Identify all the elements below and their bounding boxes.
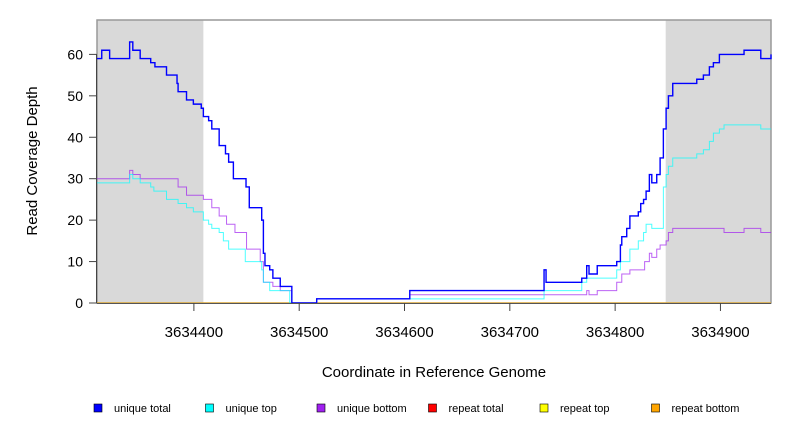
shaded-region: [665, 20, 771, 303]
legend-label: unique top: [226, 403, 277, 415]
legend-label: repeat total: [449, 403, 504, 415]
legend-label: repeat bottom: [672, 403, 740, 415]
series-unique-top: [97, 124, 771, 304]
y-tick-label: 0: [75, 295, 83, 311]
y-tick-label: 30: [67, 171, 83, 187]
y-axis-label: Read Coverage Depth: [24, 86, 41, 235]
x-tick-label: 3634900: [691, 324, 749, 341]
x-tick-label: 3634500: [270, 324, 328, 341]
legend-swatch: [316, 403, 326, 413]
legend-swatch: [651, 403, 660, 413]
legend-swatch: [93, 403, 103, 413]
y-tick-label: 50: [67, 88, 83, 104]
shaded-region: [97, 20, 204, 303]
x-tick-label: 3634700: [481, 324, 539, 341]
legend-label: unique bottom: [337, 403, 407, 415]
y-tick-label: 20: [67, 212, 83, 228]
legend-swatch: [205, 403, 214, 413]
x-tick-label: 3634600: [375, 324, 433, 341]
y-tick-label: 60: [67, 46, 83, 62]
series-unique-total: [97, 41, 772, 304]
legend: unique total unique top unique bottom repea…: [93, 403, 740, 415]
legend-label: unique total: [114, 403, 171, 415]
y-tick-label: 10: [67, 254, 83, 270]
x-tick-label: 3634400: [165, 324, 223, 341]
legend-swatch: [539, 403, 549, 413]
legend-swatch: [428, 403, 437, 413]
y-tick-label: 40: [67, 129, 83, 145]
shaded-regions: [97, 20, 771, 303]
axes: 3634400 3634500 3634600 3634700 3634800 36349…: [67, 46, 771, 341]
x-axis-label: Coordinate in Reference Genome: [322, 364, 546, 381]
x-tick-label: 3634800: [586, 324, 644, 341]
legend-label: repeat top: [560, 403, 610, 415]
